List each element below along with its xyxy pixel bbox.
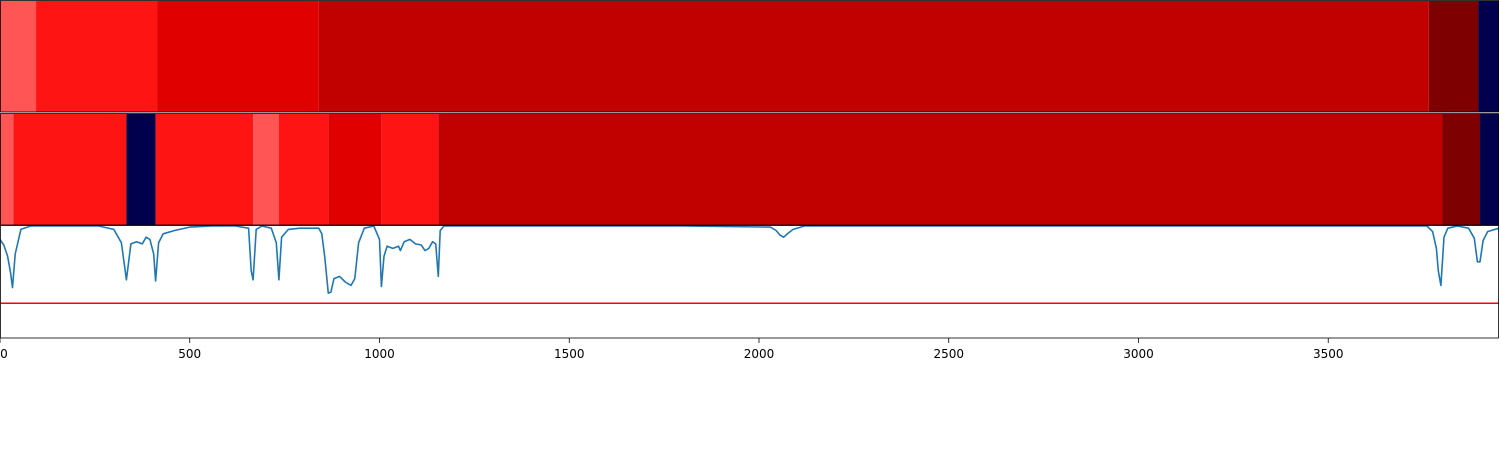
heatmap-segment xyxy=(1478,1,1499,112)
panel-frames xyxy=(0,0,1499,339)
panel-frame xyxy=(0,0,1499,113)
line-panel-background xyxy=(0,226,1499,338)
heatmap-segment xyxy=(1428,1,1479,112)
heatmap-segment xyxy=(126,114,156,225)
heatmap-segment xyxy=(253,114,279,225)
heatmap-segment xyxy=(438,114,1443,225)
x-tick-label: 1500 xyxy=(554,347,585,361)
panel-frame xyxy=(0,113,1499,226)
x-tick-label: 3500 xyxy=(1313,347,1344,361)
heatmap-middle xyxy=(0,114,1499,225)
line-panel xyxy=(0,225,1500,338)
heatmap-segment xyxy=(381,114,439,225)
heatmap-segment xyxy=(157,1,319,112)
heatmap-segment xyxy=(328,114,382,225)
heatmap-segment xyxy=(0,114,14,225)
heatmap-segment xyxy=(278,114,329,225)
x-tick-label: 3000 xyxy=(1123,347,1154,361)
heatmap-top xyxy=(0,1,1499,112)
heatmap-segment xyxy=(318,1,1429,112)
x-tick-label: 500 xyxy=(178,347,201,361)
x-tick-label: 2000 xyxy=(744,347,775,361)
heatmap-segment xyxy=(155,114,254,225)
x-axis: 0 500 1000 1500 2000 2500 3000 3500 xyxy=(0,338,1344,361)
heatmap-segment xyxy=(1480,114,1499,225)
heatmap-segment xyxy=(1442,114,1481,225)
series-line xyxy=(0,225,1500,295)
heatmap-segment xyxy=(13,114,127,225)
x-tick-label: 2500 xyxy=(933,347,964,361)
heatmap-segment xyxy=(0,1,37,112)
x-tick-label: 1000 xyxy=(364,347,395,361)
heatmap-segment xyxy=(36,1,158,112)
x-tick-label: 0 xyxy=(0,347,8,361)
panel-frame xyxy=(0,225,1499,339)
